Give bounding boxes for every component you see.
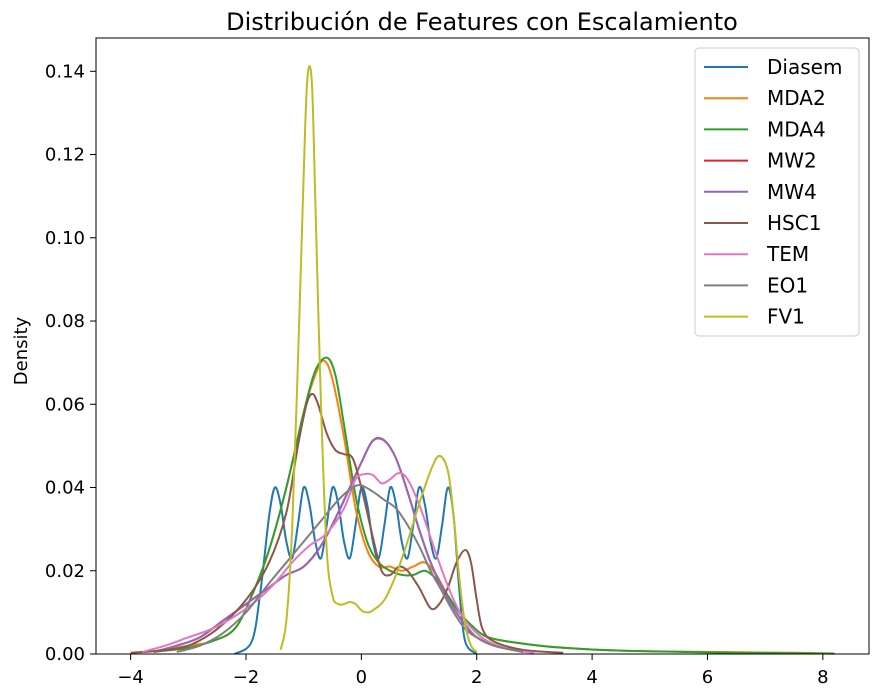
x-tick-label: 0 xyxy=(356,667,367,688)
legend-label: MW4 xyxy=(767,180,817,204)
x-tick-label: −2 xyxy=(233,667,260,688)
series-line-mda4 xyxy=(153,356,835,655)
y-axis: 0.00 0.02 0.04 0.06 0.08 0.10 0.12 0.14 xyxy=(45,61,96,665)
y-tick-label: 0.02 xyxy=(45,561,85,582)
legend-label: HSC1 xyxy=(767,211,821,235)
series-line-mw2 xyxy=(153,436,524,653)
y-axis-label: Density xyxy=(11,316,32,385)
series-line-eo1 xyxy=(176,484,524,653)
y-tick-label: 0.00 xyxy=(45,644,85,665)
legend-label: MW2 xyxy=(767,149,817,173)
x-axis: −4 −2 0 2 4 6 8 xyxy=(117,654,829,688)
legend-box xyxy=(694,47,860,337)
y-tick-label: 0.12 xyxy=(45,145,85,166)
y-tick-label: 0.04 xyxy=(45,478,85,499)
legend-label: TEM xyxy=(766,242,809,266)
legend-label: MDA4 xyxy=(767,117,826,141)
series-line-mda2 xyxy=(153,359,835,655)
y-tick-label: 0.06 xyxy=(45,394,85,415)
x-tick-label: 8 xyxy=(817,667,828,688)
legend-label: MDA2 xyxy=(767,86,826,110)
series-group xyxy=(130,64,835,655)
series-line-hsc1 xyxy=(130,392,564,654)
plot-frame xyxy=(95,37,870,655)
series-line-mw4 xyxy=(153,437,524,653)
legend-label: FV1 xyxy=(767,305,805,329)
x-tick-label: 2 xyxy=(471,667,482,688)
plot-area xyxy=(95,37,870,655)
chart-title: Distribución de Features con Escalamient… xyxy=(226,8,738,36)
series-line-tem xyxy=(141,471,535,654)
legend-label: EO1 xyxy=(767,273,808,297)
series-line-fv1 xyxy=(279,64,478,653)
x-tick-label: −4 xyxy=(117,667,144,688)
x-tick-label: 4 xyxy=(586,667,597,688)
y-tick-label: 0.10 xyxy=(45,228,85,249)
legend: Diasem MDA2 MDA4 MW2 MW4 HSC1 TEM EO1 FV1 xyxy=(694,47,860,337)
y-tick-label: 0.14 xyxy=(45,61,85,82)
y-tick-label: 0.08 xyxy=(45,311,85,332)
legend-label: Diasem xyxy=(767,55,842,79)
x-tick-label: 6 xyxy=(702,667,713,688)
